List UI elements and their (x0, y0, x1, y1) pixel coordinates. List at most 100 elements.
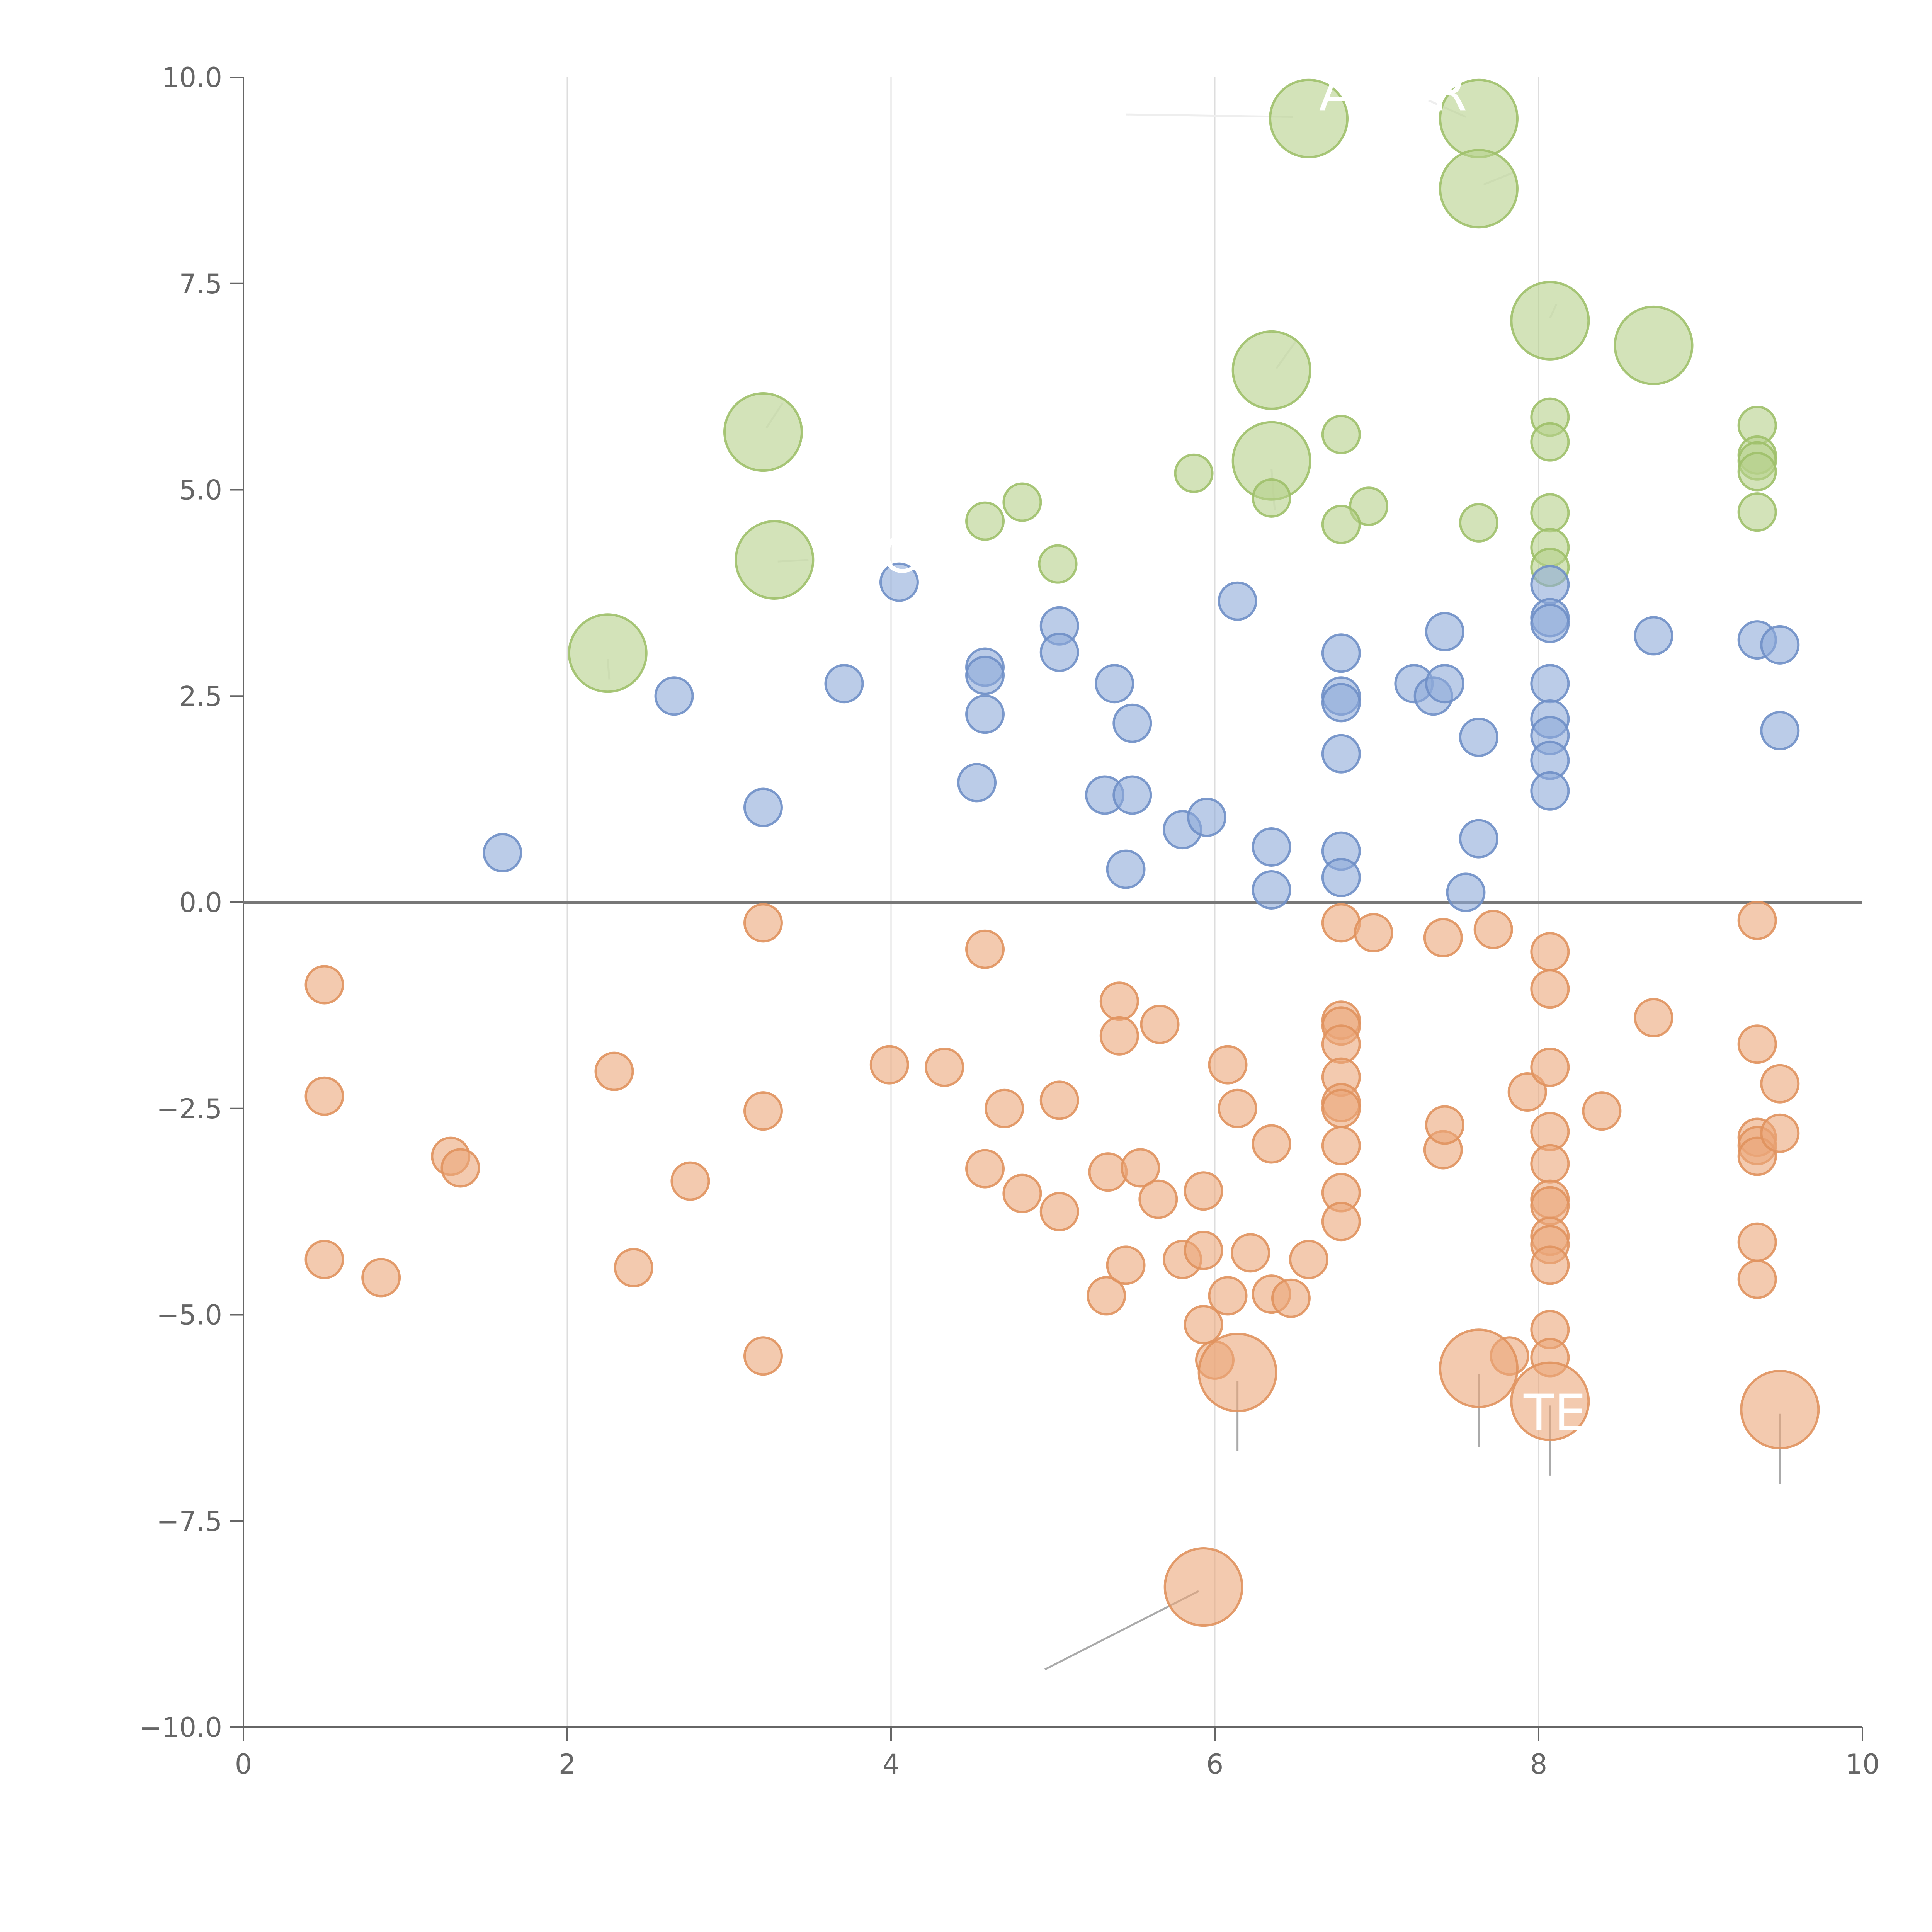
green-point-27 (1737, 452, 1777, 492)
orange-point-70 (1582, 1091, 1622, 1131)
blue-point-17 (1187, 798, 1227, 837)
orange-point-81 (1197, 1332, 1277, 1412)
annotation-label-2: C (882, 526, 917, 584)
x-tick-label-3: 6 (1206, 1748, 1224, 1780)
orange-point-25 (1121, 1148, 1160, 1188)
orange-point-48 (1321, 1126, 1361, 1165)
orange-point-27 (1140, 1004, 1180, 1044)
blue-point-41 (1530, 771, 1570, 811)
orange-point-78 (1737, 1259, 1777, 1299)
orange-point-16 (985, 1088, 1024, 1128)
orange-point-17 (1002, 1173, 1042, 1213)
orange-point-85 (1163, 1547, 1243, 1627)
blue-point-1 (654, 676, 694, 716)
orange-point-12 (869, 1045, 909, 1085)
orange-point-18 (1039, 1080, 1079, 1120)
blue-point-15 (1106, 849, 1146, 889)
y-tick-label-3: 2.5 (179, 680, 222, 712)
orange-point-35 (1218, 1088, 1257, 1128)
orange-point-83 (1510, 1361, 1590, 1441)
orange-point-60 (1530, 1048, 1570, 1087)
leader-lines (607, 99, 1781, 1670)
orange-point-40 (1289, 1240, 1329, 1279)
green-point-3 (1510, 281, 1590, 361)
green-point-6 (723, 392, 803, 472)
green-point-12 (1252, 478, 1291, 518)
axes: 0 2 4 6 8 10 10.0 7.5 5.0 2.5 0.0 −2.5 −5.0 −7.5 −10.0 (139, 62, 1879, 1780)
blue-point-23 (1321, 683, 1361, 723)
green-point-28 (1737, 492, 1777, 532)
orange-point-10 (743, 1091, 783, 1131)
orange-point-14 (965, 929, 1005, 969)
orange-point-11 (743, 1336, 783, 1376)
orange-point-15 (965, 1149, 1005, 1189)
green-point-2 (1439, 149, 1519, 229)
orange-point-73 (1737, 1024, 1777, 1064)
blue-point-42 (1634, 616, 1673, 656)
blue-point-6 (965, 655, 1005, 695)
green-point-15 (965, 501, 1005, 541)
orange-point-33 (1208, 1045, 1248, 1085)
orange-point-3 (361, 1258, 401, 1298)
orange-point-58 (1530, 932, 1570, 972)
green-point-13 (1002, 482, 1042, 522)
annotation-label-0: A (1319, 63, 1354, 122)
blue-point-34 (1530, 565, 1570, 605)
orange-point-62 (1530, 1144, 1570, 1184)
orange-point-82 (1439, 1328, 1519, 1408)
green-point-8 (735, 520, 815, 600)
orange-point-57 (1507, 1072, 1547, 1112)
orange-point-39 (1271, 1278, 1311, 1318)
orange-point-9 (743, 903, 783, 943)
blue-point-14 (1112, 775, 1152, 815)
orange-point-50 (1321, 1202, 1361, 1242)
orange-point-71 (1634, 998, 1673, 1037)
y-tick-label-0: 10.0 (162, 62, 222, 94)
blue-point-12 (1112, 703, 1152, 743)
green-point-10 (1321, 415, 1361, 454)
green-point-18 (1038, 544, 1078, 584)
blue-point-7 (965, 694, 1005, 734)
orange-point-29 (1184, 1171, 1223, 1211)
x-tick-label-4: 8 (1530, 1748, 1548, 1780)
orange-point-55 (1473, 910, 1513, 949)
y-tick-label-1: 7.5 (179, 268, 222, 300)
blue-point-0 (483, 833, 522, 872)
orange-point-19 (1039, 1192, 1079, 1231)
y-tick-label-6: −5.0 (156, 1299, 222, 1331)
blue-point-20 (1252, 870, 1291, 910)
green-point-21 (1530, 493, 1570, 533)
orange-point-59 (1530, 969, 1570, 1009)
green-point-5 (1231, 330, 1311, 410)
orange-point-13 (925, 1048, 964, 1087)
green-point-11 (1174, 453, 1214, 493)
orange-point-0 (304, 965, 344, 1005)
orange-point-72 (1737, 900, 1777, 940)
y-tick-label-2: 5.0 (179, 474, 222, 506)
orange-point-44 (1321, 1024, 1361, 1064)
orange-point-30 (1184, 1230, 1223, 1270)
blue-point-32 (1459, 819, 1498, 859)
blue-point-8 (957, 763, 997, 803)
leader-line-0 (1126, 113, 1293, 118)
x-tick-label-1: 2 (559, 1748, 576, 1780)
green-point-4 (1614, 305, 1694, 385)
blue-point-29 (1425, 612, 1464, 651)
blue-point-36 (1530, 604, 1570, 643)
orange-point-20 (1088, 1152, 1128, 1192)
orange-point-26 (1138, 1179, 1178, 1219)
green-point-17 (1459, 503, 1498, 543)
blue-point-31 (1459, 718, 1498, 757)
annotations: A R C TE (882, 63, 1586, 1442)
blue-point-45 (1760, 711, 1800, 750)
y-tick-label-4: 0.0 (179, 887, 222, 918)
x-tick-label-0: 0 (235, 1748, 252, 1780)
orange-point-23 (1099, 1016, 1139, 1056)
blue-point-37 (1530, 664, 1570, 704)
blue-point-21 (1321, 633, 1361, 673)
orange-point-2 (304, 1240, 344, 1279)
orange-point-47 (1321, 1088, 1361, 1128)
green-point-20 (1530, 422, 1570, 462)
orange-point-8 (670, 1161, 710, 1201)
